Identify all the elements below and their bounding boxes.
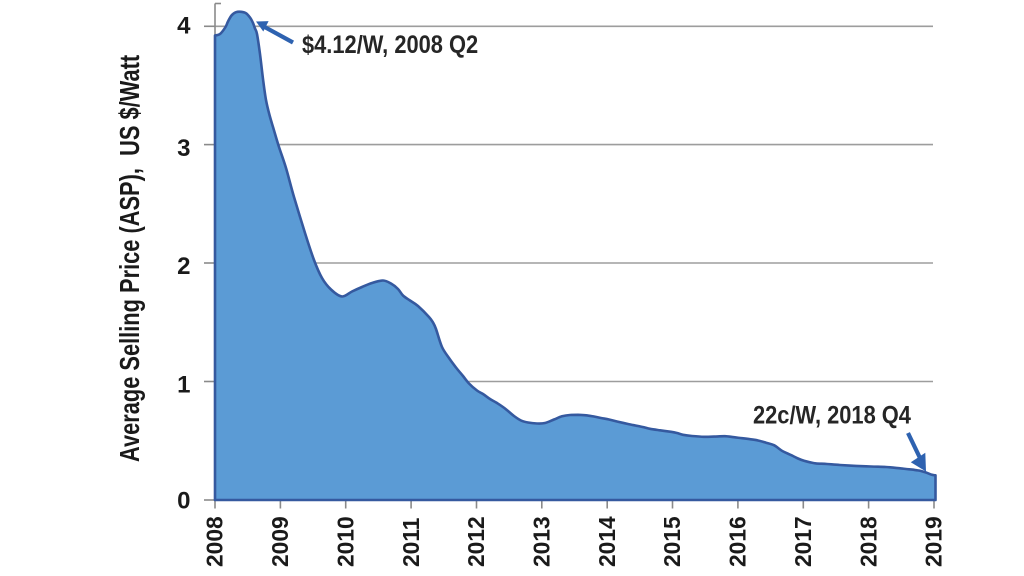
svg-text:2013: 2013 [529, 516, 555, 567]
svg-text:2010: 2010 [332, 516, 358, 567]
svg-text:2015: 2015 [659, 516, 685, 567]
svg-text:2011: 2011 [398, 517, 424, 567]
svg-text:2012: 2012 [463, 516, 489, 567]
svg-text:2017: 2017 [790, 516, 816, 567]
svg-text:4: 4 [177, 12, 191, 39]
svg-text:2009: 2009 [267, 516, 293, 567]
svg-text:22c/W, 2018 Q4: 22c/W, 2018 Q4 [753, 401, 911, 429]
svg-text:2019: 2019 [921, 516, 947, 567]
svg-text:2008: 2008 [202, 516, 228, 567]
svg-text:2018: 2018 [855, 516, 881, 567]
svg-text:Average Selling Price (ASP),: Average Selling Price (ASP), US $/Watt [114, 54, 145, 462]
svg-text:1: 1 [177, 371, 190, 398]
svg-text:$4.12/W, 2008 Q2: $4.12/W, 2008 Q2 [302, 31, 478, 59]
svg-text:2016: 2016 [725, 516, 751, 567]
svg-text:2: 2 [177, 253, 190, 280]
svg-text:2014: 2014 [594, 516, 620, 567]
svg-text:0: 0 [177, 487, 190, 514]
svg-text:3: 3 [177, 135, 190, 162]
